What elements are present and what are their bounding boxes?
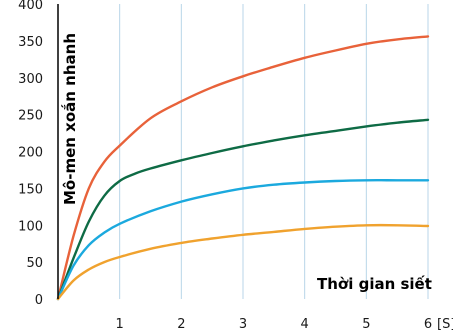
y-tick-label: 250	[18, 109, 43, 124]
series-line-1	[56, 35, 430, 301]
y-tick-labels: 0 50 100 150 200 250 300 350 400	[18, 0, 43, 308]
y-tick-label: 100	[18, 219, 43, 234]
x-tick-label: 6	[424, 317, 432, 332]
grid	[119, 4, 429, 299]
series-line-4	[56, 223, 430, 301]
series-line-3	[56, 179, 430, 301]
y-tick-label: 200	[18, 146, 43, 161]
x-tick-label: 5	[362, 317, 370, 332]
series-line-2	[56, 118, 430, 301]
y-tick-label: 350	[18, 35, 43, 50]
y-tick-label: 300	[18, 72, 43, 87]
y-tick-label: 50	[26, 256, 43, 271]
x-axis-title: Thời gian siết	[317, 274, 432, 293]
y-tick-label: 400	[18, 0, 43, 13]
y-tick-label: 0	[35, 293, 43, 308]
x-tick-labels: 1 2 3 4 5 6	[116, 317, 433, 332]
x-axis-unit: [S]	[437, 317, 453, 332]
series-lines	[56, 35, 430, 301]
x-tick-label: 3	[239, 317, 247, 332]
x-tick-label: 2	[177, 317, 185, 332]
x-tick-label: 4	[301, 317, 309, 332]
y-axis-title: Mô-men xoắn nhanh	[60, 33, 79, 205]
x-tick-label: 1	[116, 317, 124, 332]
y-tick-label: 150	[18, 182, 43, 197]
